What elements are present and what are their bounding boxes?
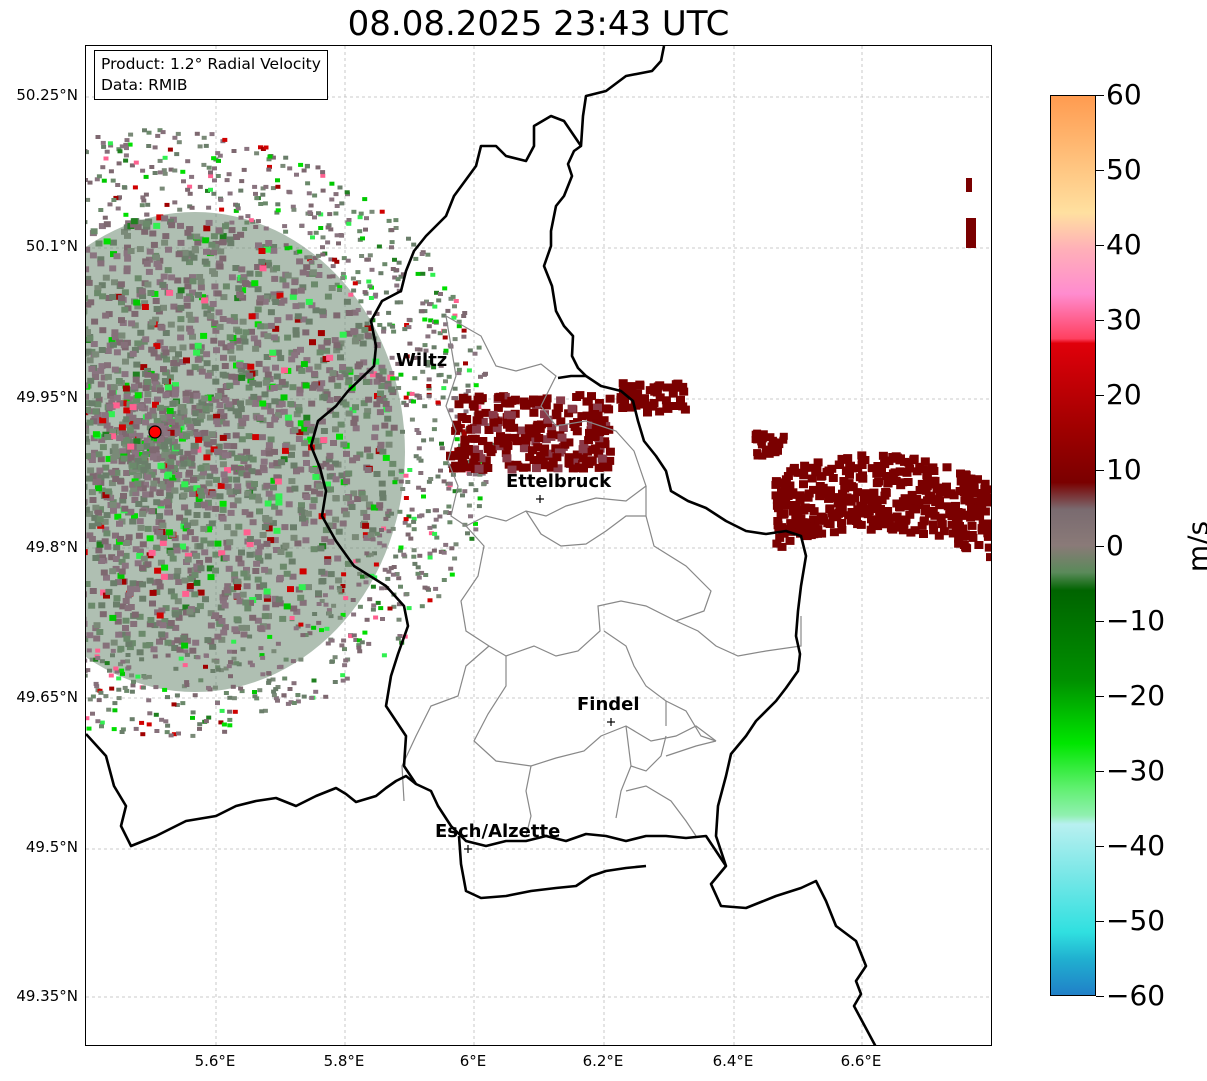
lat-tick-label: 50.25°N [16,86,78,104]
colorbar-tick-label: −60 [1106,979,1166,1012]
colorbar-tick-label: 40 [1106,228,1142,262]
colorbar-tick-label: 10 [1106,453,1142,487]
colorbar-tick-label: 50 [1106,153,1142,187]
colorbar-unit-label: m/s [1181,520,1207,573]
colorbar-tick-label: −20 [1106,678,1166,712]
colorbar-tick [1096,395,1104,397]
colorbar-tick [1096,996,1104,997]
colorbar-tick [1096,620,1104,622]
city-label-findel: Findel [577,694,640,715]
lon-tick-label: 6.2°E [582,1052,624,1070]
product-label: Product: 1.2° Radial Velocity [101,55,321,73]
colorbar-tick-label: −10 [1106,603,1166,637]
lat-tick-label: 49.35°N [16,987,78,1005]
lat-tick-label: 49.8°N [25,538,78,556]
lat-tick-label: 49.5°N [25,838,78,856]
lat-tick-label: 49.65°N [16,688,78,706]
colorbar-tick-label: −30 [1106,753,1166,787]
lon-tick-label: 6.6°E [840,1052,882,1070]
colorbar-tick [1096,920,1104,922]
colorbar-tick-label: 60 [1106,78,1142,111]
colorbar-tick [1096,95,1104,96]
colorbar-tick-label: 20 [1106,378,1142,412]
colorbar-tick [1096,695,1104,697]
city-label-esch-alzette: Esch/Alzette [435,821,561,842]
lat-tick-label: 50.1°N [25,237,78,255]
lon-tick-label: 6°E [459,1052,487,1070]
lat-tick-label: 49.95°N [16,388,78,406]
colorbar-tick [1096,245,1104,247]
city-marker-findel [607,718,615,726]
city-markers [464,495,615,853]
city-label-ettelbruck: Ettelbruck [506,471,612,492]
map-canvas [86,46,991,1045]
city-marker-esch [464,845,472,853]
canton-borders [401,314,802,837]
colorbar-tick [1096,770,1104,772]
info-box: Product: 1.2° Radial Velocity Data: RMIB [94,50,328,100]
colorbar-tick [1096,545,1104,547]
city-label-wiltz: Wiltz [396,350,448,371]
map-title: 08.08.2025 23:43 UTC [347,4,730,44]
colorbar-tick-label: 30 [1106,303,1142,337]
data-source-label: Data: RMIB [101,76,188,94]
city-marker-ettelbruck [536,495,544,503]
colorbar-tick-label: −50 [1106,903,1166,937]
colorbar-tick [1096,845,1104,847]
radar-map[interactable] [85,45,992,1046]
radar-site-marker [148,425,162,439]
lon-tick-label: 5.8°E [323,1052,365,1070]
colorbar-tick-label: 0 [1106,528,1124,562]
colorbar-tick-label: −40 [1106,828,1166,862]
country-borders [86,46,877,1045]
colorbar-tick [1096,170,1104,172]
velocity-colorbar [1050,95,1096,996]
radar-echoes [86,128,991,738]
lon-tick-label: 5.6°E [194,1052,236,1070]
colorbar-tick [1096,470,1104,472]
lon-tick-label: 6.4°E [712,1052,754,1070]
colorbar-tick [1096,320,1104,322]
